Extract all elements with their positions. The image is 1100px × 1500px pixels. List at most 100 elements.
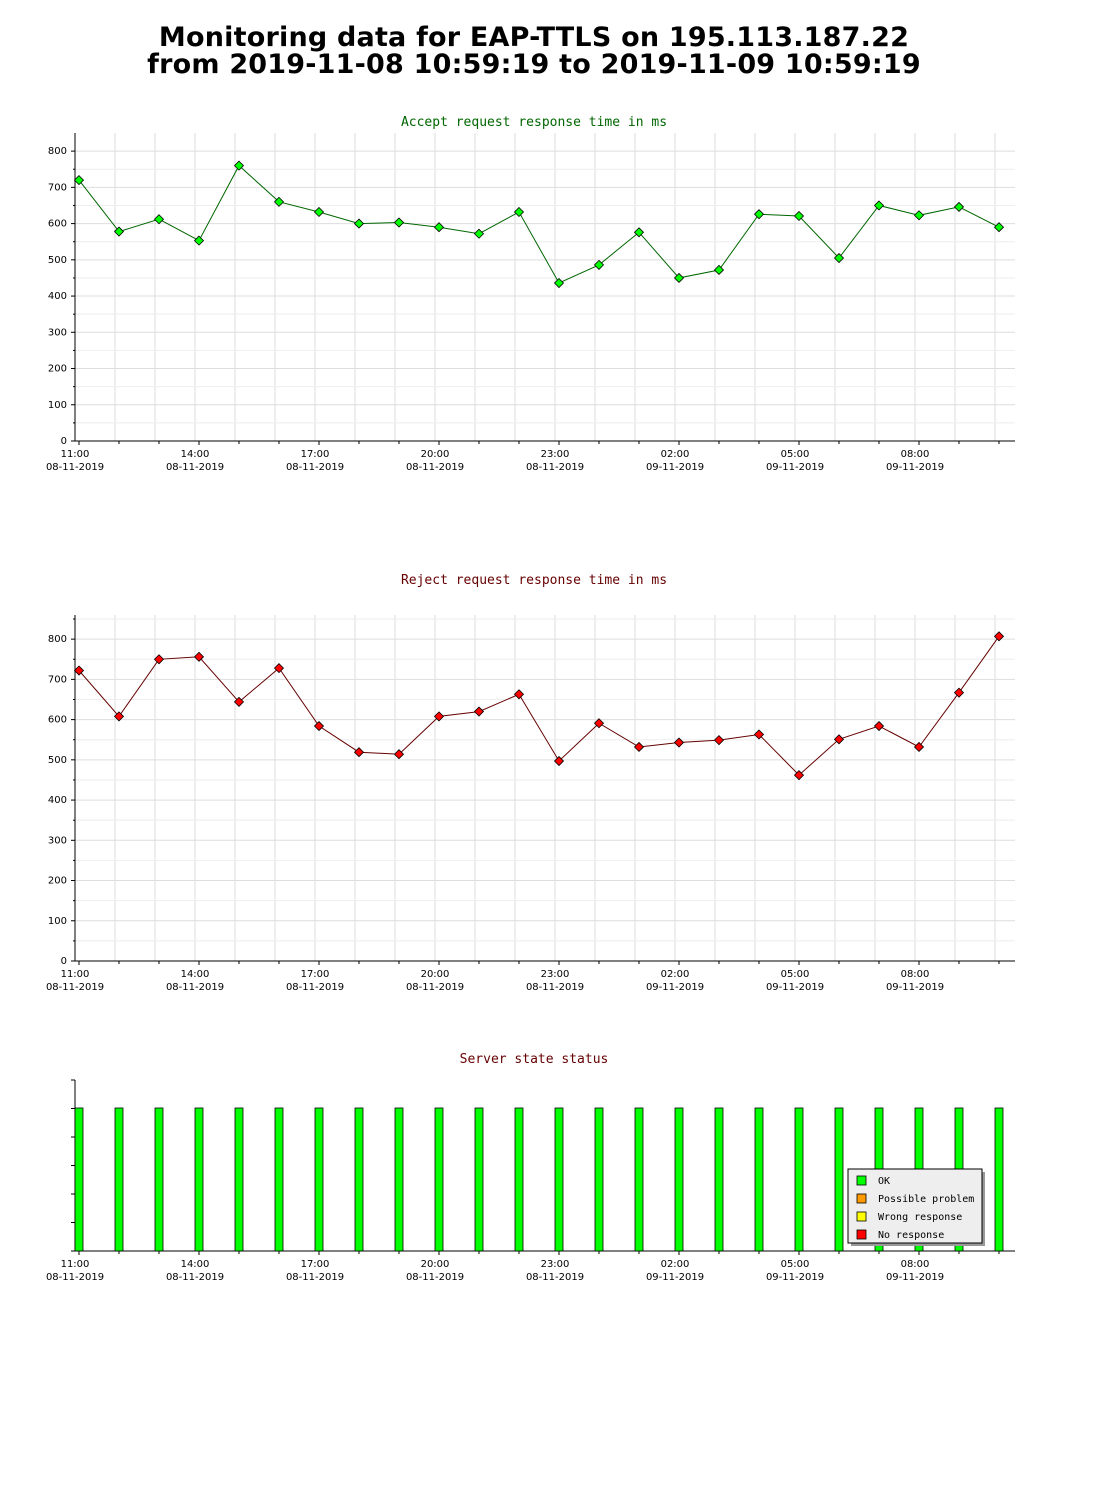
- accept-chart-point: [313, 206, 325, 218]
- reject-chart-x-tick-date: 09-11-2019: [886, 982, 944, 993]
- status-chart-x-tick-date: 09-11-2019: [766, 1272, 824, 1283]
- accept-chart-x-tick-time: 20:00: [421, 449, 450, 460]
- accept-chart-y-tick-label: 800: [48, 146, 67, 157]
- status-chart-bar: [234, 1107, 244, 1252]
- accept-chart-y-tick-label: 600: [48, 219, 67, 230]
- accept-chart-x-tick-date: 09-11-2019: [766, 462, 824, 473]
- accept-chart-point: [353, 218, 365, 229]
- legend-label: No response: [878, 1230, 944, 1241]
- accept-chart-point: [473, 228, 485, 239]
- reject-chart-point: [73, 665, 85, 676]
- accept-chart-x-tick-time: 08:00: [901, 449, 930, 460]
- status-chart-x-tick-date: 08-11-2019: [286, 1272, 344, 1283]
- legend-box: [847, 1168, 983, 1244]
- accept-chart-y-tick-label: 400: [48, 291, 67, 302]
- reject-chart-x-tick-date: 08-11-2019: [286, 982, 344, 993]
- accept-chart-point: [553, 277, 565, 289]
- status-chart-x-tick-date: 08-11-2019: [526, 1272, 584, 1283]
- accept-chart-point: [593, 259, 605, 270]
- status-chart-bar: [634, 1107, 644, 1252]
- accept-chart-point: [513, 206, 525, 218]
- page-title-line-1: Monitoring data for EAP-TTLS on 195.113.…: [158, 22, 910, 53]
- reject-chart-x-tick-time: 17:00: [301, 969, 330, 980]
- accept-chart-point: [233, 160, 245, 171]
- legend-label: OK: [878, 1176, 890, 1187]
- accept-chart-point: [833, 252, 845, 264]
- reject-chart-x-tick-time: 20:00: [421, 969, 450, 980]
- reject-chart-y-tick-label: 100: [48, 916, 67, 927]
- reject-chart-point: [993, 631, 1005, 642]
- reject-chart-y-tick-label: 400: [48, 795, 67, 806]
- accept-chart-point: [993, 222, 1005, 233]
- reject-chart-x-tick-date: 09-11-2019: [766, 982, 824, 993]
- reject-chart-x-tick-time: 23:00: [541, 969, 570, 980]
- status-chart-bar: [314, 1107, 324, 1252]
- status-chart-bar: [194, 1107, 204, 1252]
- reject-chart-point: [393, 749, 405, 760]
- reject-chart-y-tick-label: 500: [48, 755, 67, 766]
- status-chart-bar: [834, 1107, 844, 1252]
- accept-chart-point: [393, 217, 405, 228]
- status-chart-bar: [474, 1107, 484, 1252]
- legend-swatch: [856, 1211, 867, 1222]
- accept-chart-point: [113, 226, 125, 237]
- status-chart-bar: [514, 1107, 524, 1252]
- accept-chart-point: [273, 196, 285, 207]
- status-chart-bar: [434, 1107, 444, 1252]
- reject-chart-x-tick-date: 09-11-2019: [646, 982, 704, 993]
- accept-chart-x-tick-date: 09-11-2019: [646, 462, 704, 473]
- reject-chart-x-tick-time: 05:00: [781, 969, 810, 980]
- accept-chart-x-tick-date: 09-11-2019: [886, 462, 944, 473]
- accept-chart-x-tick-time: 23:00: [541, 449, 570, 460]
- status-chart-x-tick-date: 09-11-2019: [886, 1272, 944, 1283]
- reject-chart-series-line: [78, 636, 1000, 776]
- reject-chart-x-tick-time: 02:00: [661, 969, 690, 980]
- accept-chart-x-tick-date: 08-11-2019: [46, 462, 104, 473]
- legend-swatch: [856, 1229, 867, 1240]
- accept-chart-point: [193, 235, 205, 246]
- accept-chart-y-tick-label: 100: [48, 400, 67, 411]
- reject-chart-point: [553, 755, 565, 767]
- accept-chart-x-tick-date: 08-11-2019: [406, 462, 464, 473]
- reject-chart-point: [913, 741, 925, 753]
- reject-chart-point: [953, 687, 965, 698]
- reject-chart-x-tick-date: 08-11-2019: [526, 982, 584, 993]
- reject-chart-point: [473, 706, 485, 717]
- reject-chart-point: [153, 654, 165, 665]
- reject-chart-point: [353, 747, 365, 758]
- status-chart-x-tick-time: 20:00: [421, 1259, 450, 1270]
- legend-swatch: [856, 1193, 867, 1204]
- accept-chart-point: [73, 175, 85, 186]
- status-chart-x-tick-time: 02:00: [661, 1259, 690, 1270]
- status-chart-x-tick-time: 05:00: [781, 1259, 810, 1270]
- status-chart-bar: [674, 1107, 684, 1252]
- status-chart-bar: [554, 1107, 564, 1252]
- reject-chart-x-tick-date: 08-11-2019: [166, 982, 224, 993]
- status-chart-bar: [394, 1107, 404, 1252]
- status-chart-bar: [594, 1107, 604, 1252]
- legend-label: Wrong response: [878, 1212, 962, 1223]
- status-chart-x-tick-time: 23:00: [541, 1259, 570, 1270]
- reject-chart-point: [713, 735, 725, 746]
- status-chart-title: Server state status: [460, 1052, 609, 1067]
- reject-chart-y-tick-label: 700: [48, 674, 67, 685]
- status-chart-bar: [754, 1107, 764, 1252]
- reject-chart-y-tick-label: 300: [48, 835, 67, 846]
- reject-chart-point: [593, 718, 605, 729]
- accept-chart-point: [673, 272, 685, 284]
- accept-chart-point: [873, 200, 885, 211]
- reject-chart-point: [313, 720, 325, 732]
- accept-chart-point: [433, 222, 445, 233]
- status-chart-x-tick-date: 08-11-2019: [406, 1272, 464, 1283]
- reject-chart-point: [233, 696, 245, 707]
- reject-chart-title: Reject request response time in ms: [401, 573, 667, 588]
- legend-label: Possible problem: [878, 1194, 974, 1205]
- accept-chart-x-tick-date: 08-11-2019: [526, 462, 584, 473]
- reject-chart-y-tick-label: 600: [48, 715, 67, 726]
- reject-chart-point: [833, 734, 845, 745]
- accept-chart-y-tick-label: 200: [48, 364, 67, 375]
- page-title-line-2: from 2019-11-08 10:59:19 to 2019-11-09 1…: [147, 49, 921, 80]
- status-chart-x-tick-time: 11:00: [61, 1259, 90, 1270]
- accept-chart-x-tick-date: 08-11-2019: [286, 462, 344, 473]
